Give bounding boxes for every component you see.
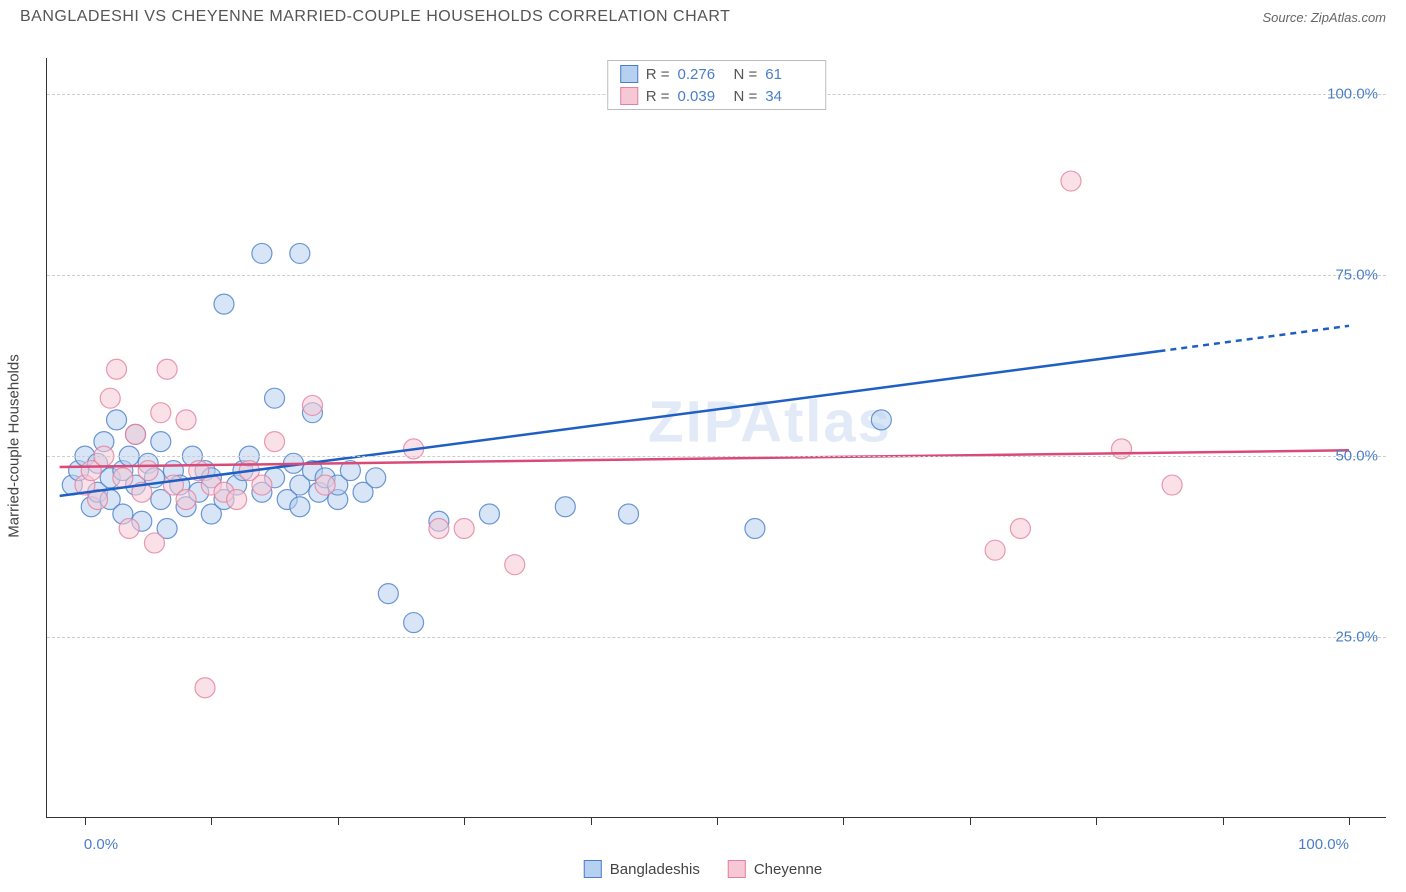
data-point — [1061, 171, 1081, 191]
data-point — [871, 410, 891, 430]
y-tick-label: 25.0% — [1335, 629, 1378, 646]
grid-line — [47, 275, 1386, 276]
grid-line — [47, 456, 1386, 457]
correlation-legend-row: R = 0.276 N = 61 — [608, 63, 826, 85]
legend-swatch-cheyenne — [728, 860, 746, 878]
legend-n-value: 61 — [765, 66, 813, 83]
chart-title: BANGLADESHI VS CHEYENNE MARRIED-COUPLE H… — [20, 8, 730, 26]
x-tick — [464, 817, 465, 825]
data-point — [404, 613, 424, 633]
data-point — [157, 359, 177, 379]
correlation-legend-row: R = 0.039 N = 34 — [608, 85, 826, 107]
legend-r-value: 0.039 — [678, 88, 726, 105]
x-tick-label: 100.0% — [1298, 836, 1349, 853]
chart-plot-area: ZIPAtlas R = 0.276 N = 61 R = 0.039 N = … — [46, 58, 1386, 818]
legend-item-cheyenne: Cheyenne — [728, 860, 822, 878]
data-point — [290, 497, 310, 517]
data-point — [125, 424, 145, 444]
x-tick — [338, 817, 339, 825]
data-point — [1010, 518, 1030, 538]
scatter-plot-svg — [47, 58, 1386, 817]
data-point — [144, 533, 164, 553]
x-tick — [1223, 817, 1224, 825]
data-point — [195, 678, 215, 698]
legend-n-value: 34 — [765, 88, 813, 105]
grid-line — [47, 637, 1386, 638]
data-point — [454, 518, 474, 538]
data-point — [429, 518, 449, 538]
data-point — [113, 468, 133, 488]
data-point — [119, 518, 139, 538]
chart-header: BANGLADESHI VS CHEYENNE MARRIED-COUPLE H… — [0, 0, 1406, 30]
data-point — [138, 461, 158, 481]
y-tick-label: 50.0% — [1335, 448, 1378, 465]
data-point — [315, 475, 335, 495]
data-point — [555, 497, 575, 517]
data-point — [505, 555, 525, 575]
data-point — [745, 518, 765, 538]
legend-n-label: N = — [734, 66, 758, 83]
x-tick — [843, 817, 844, 825]
data-point — [302, 395, 322, 415]
legend-r-label: R = — [646, 66, 670, 83]
x-tick — [591, 817, 592, 825]
x-tick — [85, 817, 86, 825]
x-tick — [211, 817, 212, 825]
chart-source: Source: ZipAtlas.com — [1262, 10, 1386, 25]
data-point — [107, 410, 127, 430]
data-point — [151, 403, 171, 423]
data-point — [290, 243, 310, 263]
trend-line-extrapolated — [1159, 326, 1349, 351]
legend-label: Bangladeshis — [610, 861, 700, 878]
data-point — [479, 504, 499, 524]
legend-label: Cheyenne — [754, 861, 822, 878]
y-tick-label: 100.0% — [1327, 86, 1378, 103]
x-tick — [717, 817, 718, 825]
x-tick — [1349, 817, 1350, 825]
data-point — [107, 359, 127, 379]
data-point — [227, 490, 247, 510]
data-point — [252, 475, 272, 495]
y-axis-title: Married-couple Households — [6, 354, 23, 537]
x-tick — [1096, 817, 1097, 825]
series-legend: Bangladeshis Cheyenne — [584, 860, 822, 878]
data-point — [214, 294, 234, 314]
data-point — [176, 410, 196, 430]
data-point — [619, 504, 639, 524]
legend-n-label: N = — [734, 88, 758, 105]
legend-swatch-cheyenne — [620, 87, 638, 105]
trend-line — [60, 351, 1160, 496]
x-tick-label: 0.0% — [84, 836, 118, 853]
legend-swatch-bangladeshis — [620, 65, 638, 83]
data-point — [100, 388, 120, 408]
data-point — [1162, 475, 1182, 495]
x-tick — [970, 817, 971, 825]
data-point — [265, 388, 285, 408]
data-point — [366, 468, 386, 488]
data-point — [265, 432, 285, 452]
data-point — [985, 540, 1005, 560]
legend-r-label: R = — [646, 88, 670, 105]
legend-r-value: 0.276 — [678, 66, 726, 83]
y-tick-label: 75.0% — [1335, 267, 1378, 284]
legend-item-bangladeshis: Bangladeshis — [584, 860, 700, 878]
data-point — [252, 243, 272, 263]
correlation-legend: R = 0.276 N = 61 R = 0.039 N = 34 — [607, 60, 827, 110]
legend-swatch-bangladeshis — [584, 860, 602, 878]
data-point — [378, 584, 398, 604]
data-point — [176, 490, 196, 510]
data-point — [151, 432, 171, 452]
